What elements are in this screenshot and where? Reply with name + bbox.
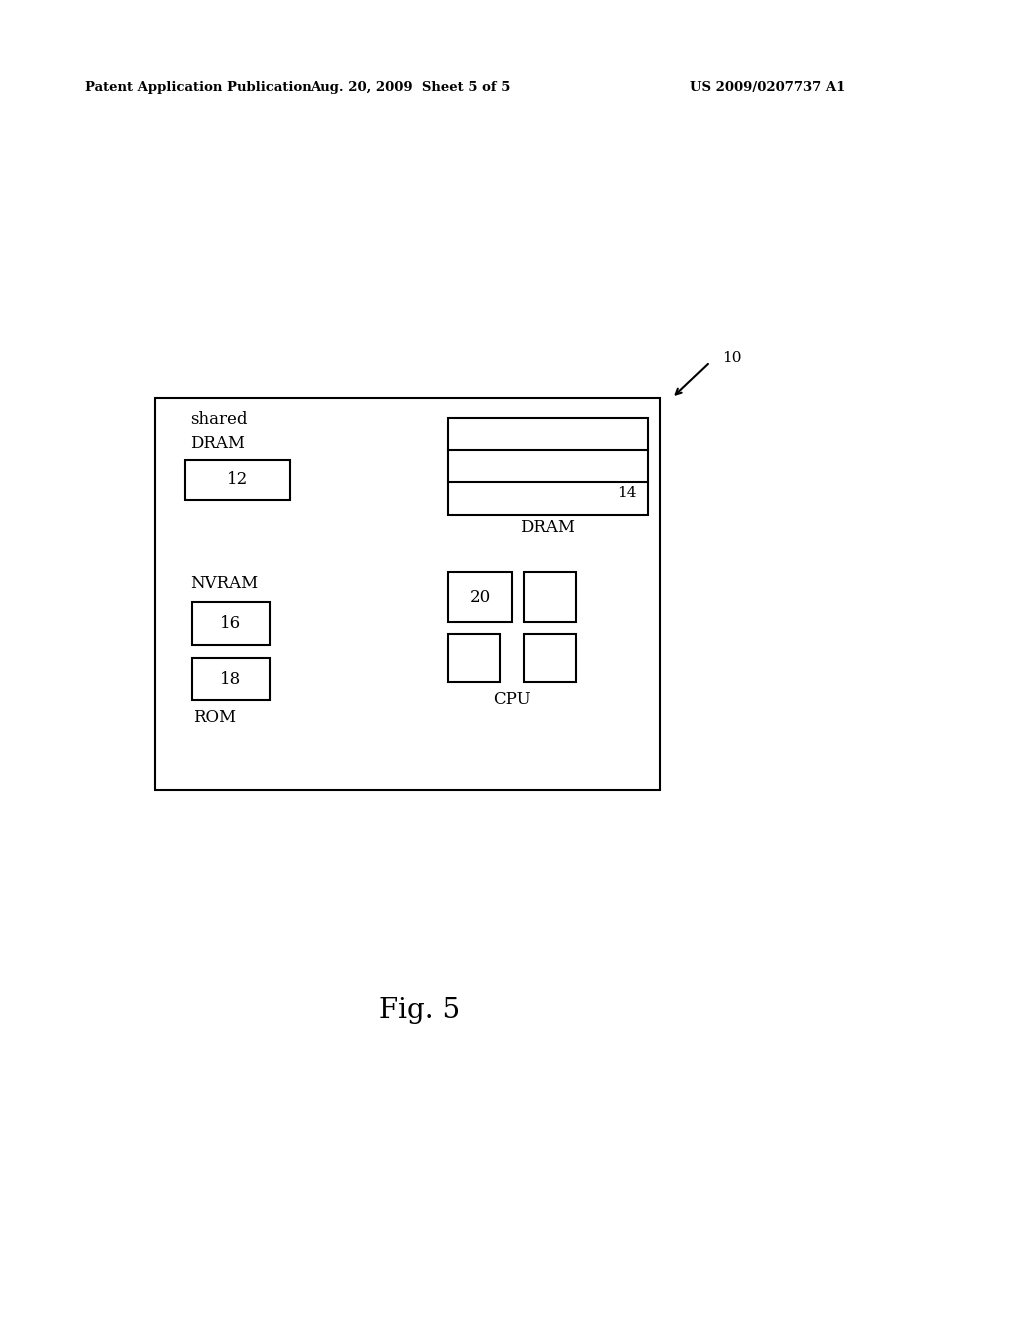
Bar [449, 634, 500, 682]
Bar [449, 572, 512, 622]
Bar [185, 459, 290, 500]
Text: 16: 16 [220, 615, 242, 632]
Text: 14: 14 [617, 486, 637, 500]
Bar [155, 399, 660, 789]
Text: 20: 20 [469, 589, 490, 606]
Text: DRAM: DRAM [520, 519, 575, 536]
Bar [193, 602, 270, 645]
Bar [193, 657, 270, 700]
Bar [449, 418, 648, 515]
Text: 10: 10 [722, 351, 741, 366]
Bar [524, 634, 575, 682]
Text: DRAM: DRAM [190, 434, 245, 451]
Text: Aug. 20, 2009  Sheet 5 of 5: Aug. 20, 2009 Sheet 5 of 5 [310, 82, 510, 95]
Text: shared: shared [190, 412, 248, 429]
Text: 18: 18 [220, 671, 242, 688]
Text: NVRAM: NVRAM [190, 576, 258, 593]
Text: 12: 12 [227, 471, 248, 488]
Text: Fig. 5: Fig. 5 [380, 997, 461, 1023]
Text: ROM: ROM [194, 710, 237, 726]
Text: US 2009/0207737 A1: US 2009/0207737 A1 [690, 82, 846, 95]
Text: CPU: CPU [494, 692, 530, 709]
Text: Patent Application Publication: Patent Application Publication [85, 82, 311, 95]
Bar [524, 572, 575, 622]
